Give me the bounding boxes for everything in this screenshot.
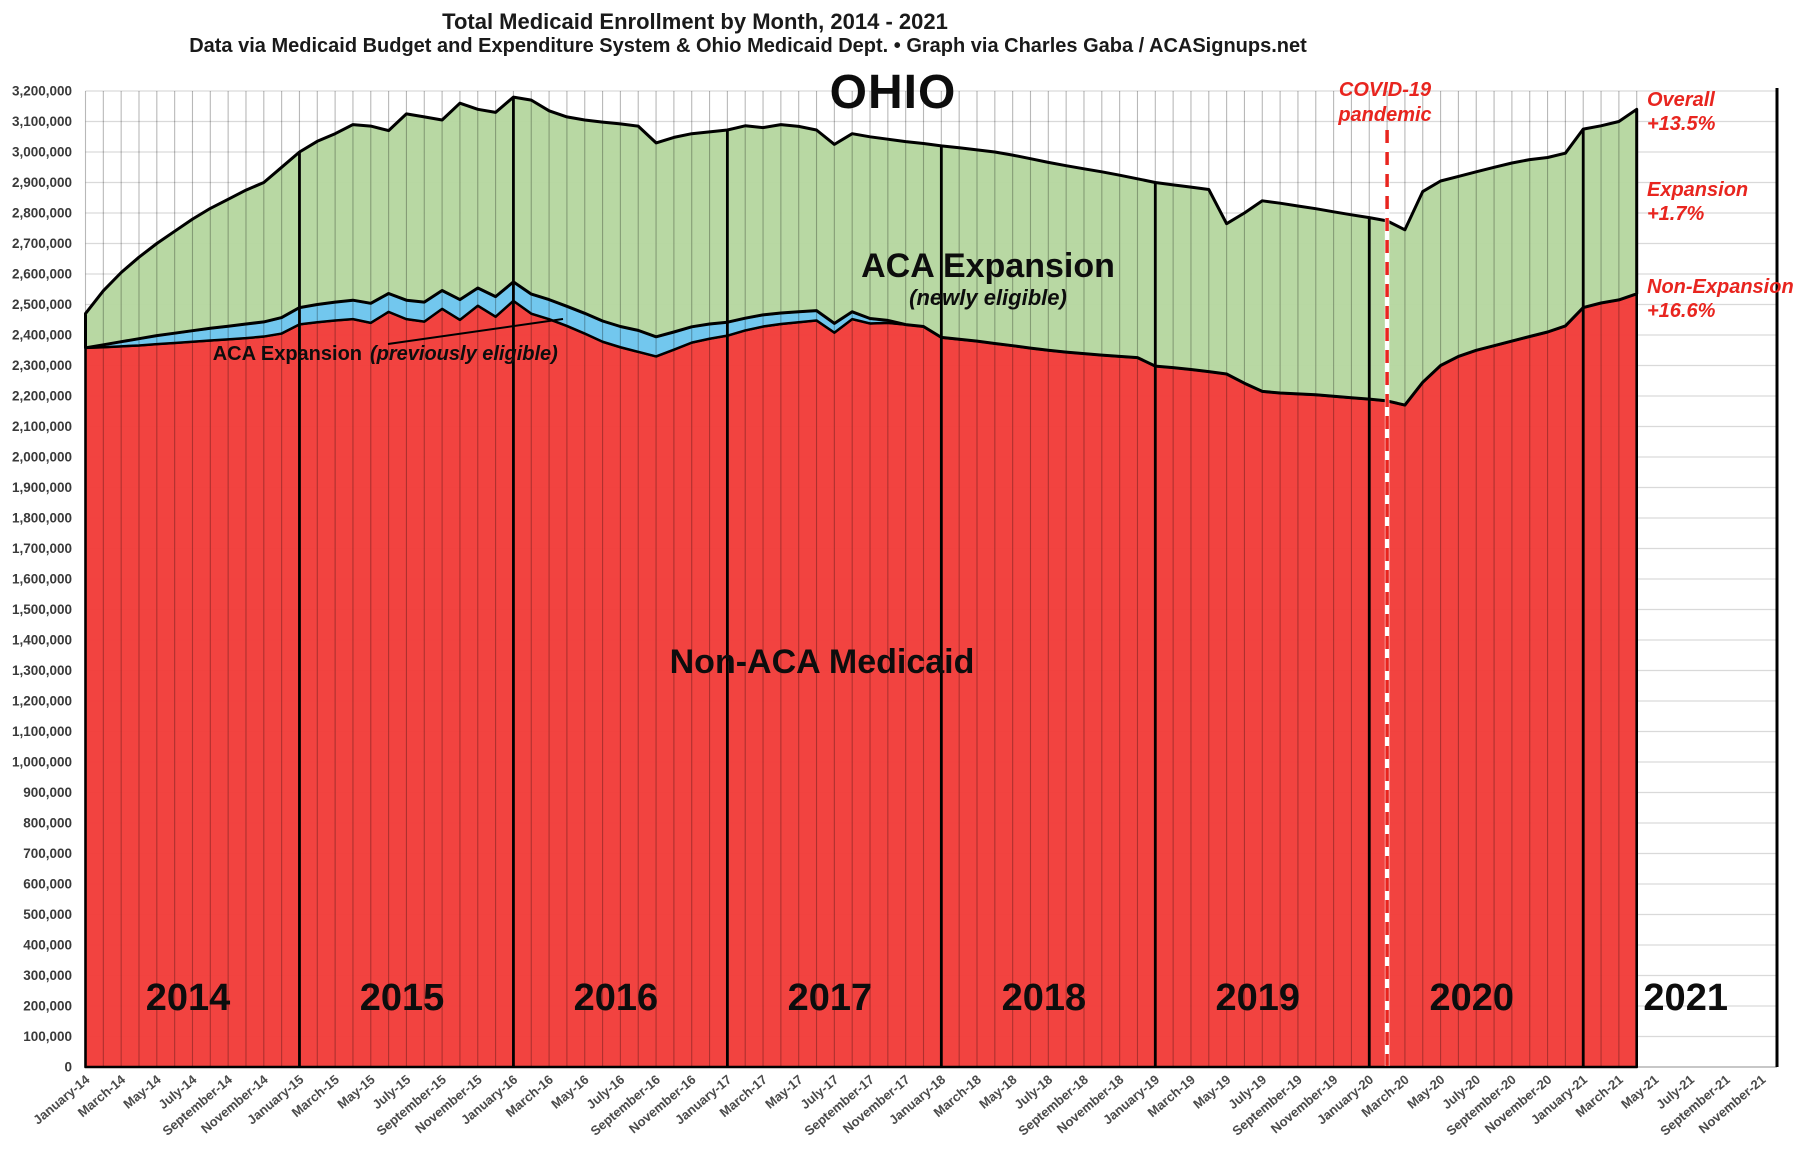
x-tick-label: May-21 [1618,1072,1661,1112]
newly-eligible-sublabel: (newly eligible) [909,285,1067,310]
x-tick-label: May-18 [976,1072,1019,1112]
y-tick-label: 500,000 [23,907,72,922]
prev-eligible-label: ACA Expansion [213,343,362,365]
y-tick-label: 1,400,000 [12,633,72,648]
y-tick-label: 3,000,000 [12,145,72,160]
y-tick-label: 300,000 [23,968,72,983]
chart-subtitle: Data via Medicaid Budget and Expenditure… [189,35,1307,57]
y-tick-label: 2,000,000 [12,450,72,465]
x-tick-label: May-17 [762,1072,805,1112]
x-tick-label: May-16 [548,1072,591,1112]
y-tick-label: 1,000,000 [12,755,72,770]
y-tick-label: 700,000 [23,846,72,861]
y-tick-label: 2,200,000 [12,389,72,404]
y-tick-label: 1,500,000 [12,602,72,617]
y-tick-label: 400,000 [23,938,72,953]
year-label: 2020 [1430,977,1515,1019]
year-labels: 2014 2015 2016 2017 2018 2019 2020 2021 [146,977,1728,1019]
y-tick-label: 1,900,000 [12,480,72,495]
y-tick-label: 1,100,000 [12,724,72,739]
x-tick-label: May-19 [1190,1072,1233,1112]
x-axis-tick-labels: January-14March-14May-14July-14September… [30,1071,1768,1138]
year-boundary-lines [298,97,1585,1067]
y-tick-label: 900,000 [23,785,72,800]
overall-label: Overall [1647,89,1715,111]
y-tick-label: 100,000 [23,1029,72,1044]
covid-label-line2: pandemic [1337,104,1431,126]
y-tick-label: 1,700,000 [12,541,72,556]
x-tick-label: May-14 [120,1071,164,1111]
y-tick-label: 2,300,000 [12,358,72,373]
y-tick-label: 1,600,000 [12,572,72,587]
y-tick-label: 1,200,000 [12,694,72,709]
y-tick-label: 2,500,000 [12,297,72,312]
state-label: OHIO [830,66,957,119]
y-tick-label: 2,100,000 [12,419,72,434]
covid-label-line1: COVID-19 [1339,79,1432,101]
year-label: 2015 [360,977,445,1019]
prev-eligible-sublabel: (previously eligible) [370,343,558,365]
y-tick-label: 3,200,000 [12,84,72,99]
aca-expansion-label: ACA Expansion [861,247,1115,285]
month-gridlines [84,91,1638,1067]
year-label: 2016 [574,977,659,1019]
x-tick-label: May-15 [334,1072,377,1112]
non-expansion-pct: +16.6% [1647,300,1716,322]
newly-eligible-area [84,95,1639,407]
x-tick-label: May-20 [1404,1072,1447,1112]
y-tick-label: 2,400,000 [12,328,72,343]
year-label: 2018 [1002,977,1087,1019]
y-tick-label: 1,300,000 [12,663,72,678]
y-tick-label: 2,800,000 [12,206,72,221]
expansion-pct: +1.7% [1647,203,1704,225]
year-label: 2014 [146,977,231,1019]
non-expansion-label: Non-Expansion [1647,276,1794,298]
y-tick-label: 200,000 [23,999,72,1014]
stacked-area-fills [84,95,1639,1069]
y-tick-label: 1,800,000 [12,511,72,526]
y-tick-label: 0 [64,1060,72,1075]
y-tick-label: 2,900,000 [12,175,72,190]
chart-title: Total Medicaid Enrollment by Month, 2014… [442,9,948,34]
y-tick-label: 600,000 [23,877,72,892]
y-tick-label: 800,000 [23,816,72,831]
expansion-label: Expansion [1647,179,1748,201]
y-axis-tick-labels: 0 100,000 200,000 300,000 400,000 500,000 600,… [12,84,72,1075]
year-label: 2019 [1216,977,1301,1019]
prev-eligible-leader-line [387,318,564,345]
y-tick-label: 2,700,000 [12,236,72,251]
y-tick-label: 3,100,000 [12,114,72,129]
non-aca-medicaid-label: Non-ACA Medicaid [670,643,975,681]
year-label: 2021 [1643,977,1728,1019]
overall-pct: +13.5% [1647,113,1716,135]
year-label: 2017 [788,977,873,1019]
y-tick-label: 2,600,000 [12,267,72,282]
